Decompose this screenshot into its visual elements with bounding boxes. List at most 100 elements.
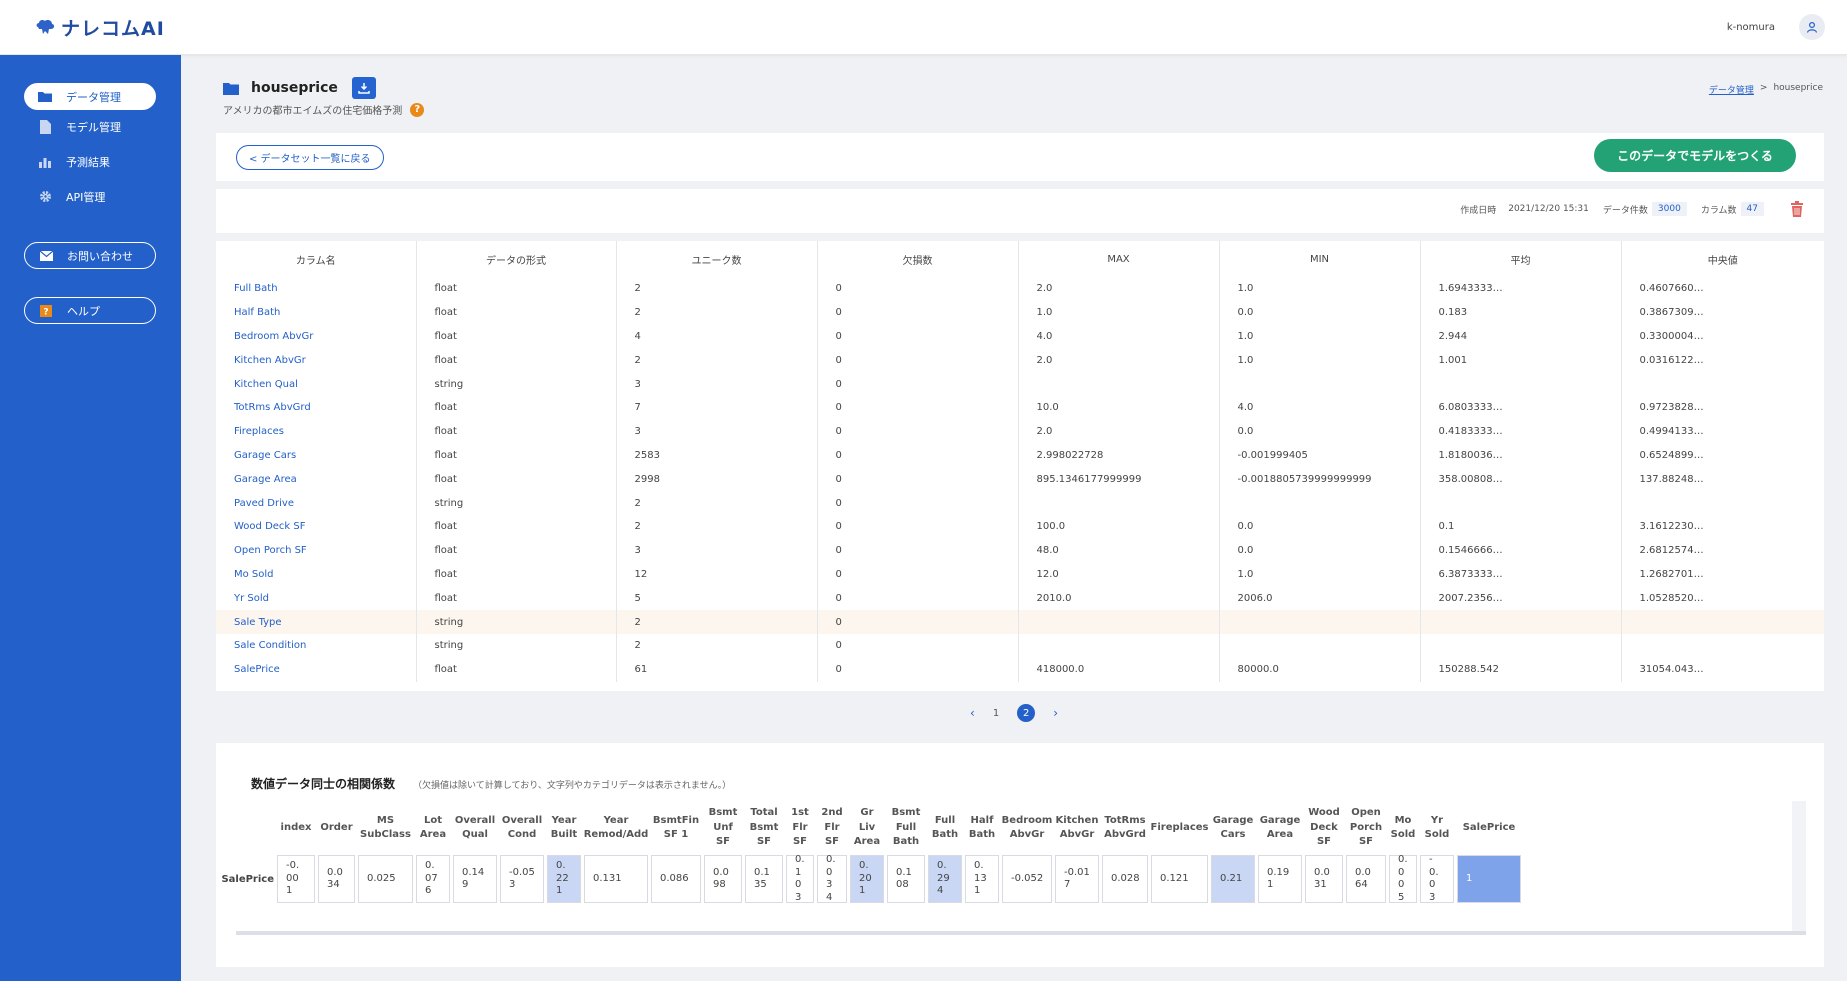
table-cell xyxy=(1621,491,1824,515)
horizontal-scrollbar[interactable] xyxy=(236,931,1806,935)
help-button[interactable]: ? ヘルプ xyxy=(24,297,156,324)
correlation-cell: 0.131 xyxy=(584,855,648,903)
sidebar-item-data[interactable]: データ管理 xyxy=(24,83,156,110)
avatar[interactable] xyxy=(1799,14,1825,40)
table-cell xyxy=(1420,610,1622,634)
correlation-cell: -0.01 7 xyxy=(1055,855,1099,903)
sidebar-item-models[interactable]: モデル管理 xyxy=(24,113,156,140)
table-cell xyxy=(1018,633,1220,658)
table-cell: 0 xyxy=(817,633,1019,658)
correlation-cell: - 0. 0 3 xyxy=(1420,854,1454,903)
table-cell: 1.001 xyxy=(1420,348,1622,373)
page-button-2[interactable]: 2 xyxy=(1017,704,1036,722)
column-name-link[interactable]: Mo Sold xyxy=(216,562,417,587)
correlation-column-header: Half Bath xyxy=(968,814,996,841)
correlation-column-header: Yr Sold xyxy=(1424,814,1450,841)
table-cell: 3 xyxy=(616,372,818,396)
correlation-cell: 0.1 35 xyxy=(745,855,783,903)
column-stats-card: カラム名 データの形式 ユニーク数 欠損数 MAX MIN 平均 中央値 Full Bath f… xyxy=(216,241,1824,691)
sidebar-item-api[interactable]: API管理 xyxy=(24,183,156,210)
correlation-column-header: Bsmt Unf SF xyxy=(708,807,738,848)
next-page-button[interactable]: › xyxy=(1053,706,1058,720)
table-cell xyxy=(1219,372,1421,396)
main-content: houseprice アメリカの都市エイムズの住宅価格予測 ? データ管理 > … xyxy=(181,55,1847,981)
vertical-scrollbar[interactable] xyxy=(1792,801,1806,931)
back-to-datasets-button[interactable]: < データセット一覧に戻る xyxy=(236,145,384,170)
column-name-link[interactable]: Kitchen Qual xyxy=(216,372,417,396)
column-header: 中央値 xyxy=(1707,255,1738,267)
column-name-link[interactable]: Fireplaces xyxy=(216,419,417,444)
table-cell: float xyxy=(416,467,617,492)
table-cell: 0 xyxy=(817,491,1019,515)
table-cell: 2.0 xyxy=(1018,419,1220,444)
table-cell: 1.0 xyxy=(1219,562,1421,587)
column-name-link[interactable]: TotRms AbvGrd xyxy=(216,395,417,420)
table-cell: 0 xyxy=(817,443,1019,468)
correlation-column-header: Year Built xyxy=(550,814,578,841)
table-cell: 2998 xyxy=(616,467,818,492)
column-name-link[interactable]: Paved Drive xyxy=(216,491,417,515)
trash-icon[interactable] xyxy=(1790,201,1804,217)
user-icon xyxy=(1806,21,1818,33)
column-name-link[interactable]: Garage Area xyxy=(216,467,417,492)
sidebar-item-predictions[interactable]: 予測結果 xyxy=(24,148,156,175)
correlation-cell: 0. 20 1 xyxy=(850,855,884,903)
table-cell: 1.8180036… xyxy=(1420,443,1622,468)
breadcrumb-separator: > xyxy=(1759,83,1768,93)
table-cell: string xyxy=(416,610,617,634)
column-name-link[interactable]: Sale Condition xyxy=(216,633,417,658)
table-cell: 2010.0 xyxy=(1018,586,1220,611)
correlation-column-header: Overall Cond xyxy=(501,814,543,841)
download-icon xyxy=(358,83,370,94)
table-cell: 0.0 xyxy=(1219,300,1421,325)
column-name-link[interactable]: Sale Type xyxy=(216,610,417,634)
table-row: Wood Deck SF float 2 0 100.0 0.0 0.1 3.1612230… xyxy=(216,514,1824,539)
correlation-cell: 0. 0 3 4 xyxy=(817,854,847,903)
column-name-link[interactable]: Garage Cars xyxy=(216,443,417,468)
correlation-cell: 0. 0 0 5 xyxy=(1389,854,1417,903)
table-cell: 0.183 xyxy=(1420,300,1622,325)
column-name-link[interactable]: SalePrice xyxy=(216,657,417,682)
correlation-cell: -0. 00 1 xyxy=(277,855,315,903)
table-cell: 61 xyxy=(616,657,818,682)
contact-button[interactable]: お問い合わせ xyxy=(24,242,156,269)
table-cell xyxy=(1219,633,1421,658)
breadcrumb-current: houseprice xyxy=(1773,83,1823,93)
table-row: SalePrice float 61 0 418000.0 80000.0 150288.5… xyxy=(216,657,1824,682)
table-cell: float xyxy=(416,538,617,563)
table-cell: 6.0803333… xyxy=(1420,395,1622,420)
table-cell xyxy=(1621,634,1824,658)
page-button-1[interactable]: 1 xyxy=(992,707,1000,719)
column-name-link[interactable]: Wood Deck SF xyxy=(216,514,417,539)
column-name-link[interactable]: Kitchen AbvGr xyxy=(216,348,417,373)
correlation-column-header: MS SubClass xyxy=(360,814,411,841)
folder-icon xyxy=(223,82,239,95)
column-name-link[interactable]: Bedroom AbvGr xyxy=(216,324,417,349)
table-cell: 4.0 xyxy=(1018,324,1220,349)
table-cell: 2.998022728 xyxy=(1018,443,1220,468)
correlation-title: 数値データ同士の相関係数 xyxy=(251,777,396,791)
column-name-link[interactable]: Open Porch SF xyxy=(216,538,417,563)
table-cell: 3 xyxy=(616,419,818,444)
column-name-link[interactable]: Yr Sold xyxy=(216,586,417,611)
breadcrumb-parent-link[interactable]: データ管理 xyxy=(1708,86,1754,96)
app-logo[interactable]: ナレコムAI xyxy=(35,14,165,41)
prev-page-button[interactable]: ‹ xyxy=(970,706,975,720)
table-cell: 1.0 xyxy=(1219,348,1421,373)
user-menu[interactable]: k-nomura xyxy=(1727,14,1825,40)
table-cell: 10.0 xyxy=(1018,395,1220,420)
sidebar-item-label: API管理 xyxy=(66,190,106,204)
correlation-column-header: Bsmt Full Bath xyxy=(891,807,921,848)
correlation-column-header: Bedroom AbvGr xyxy=(1001,814,1053,841)
help-badge-icon[interactable]: ? xyxy=(410,102,425,117)
table-row: Full Bath float 2 0 2.0 1.0 1.6943333… 0.460766… xyxy=(216,277,1824,301)
column-name-link[interactable]: Full Bath xyxy=(216,277,417,301)
table-cell: 2583 xyxy=(616,443,818,468)
page-subtitle: アメリカの都市エイムズの住宅価格予測 xyxy=(223,106,403,117)
column-name-link[interactable]: Half Bath xyxy=(216,300,417,325)
correlation-scroll-area[interactable]: index Order MS SubClass Lot Area Overall Qua… xyxy=(221,801,1806,936)
table-cell: 0.4607660… xyxy=(1639,283,1704,295)
create-model-button[interactable]: このデータでモデルをつくる xyxy=(1594,139,1796,172)
download-button[interactable] xyxy=(351,77,376,99)
correlation-cell: 1 xyxy=(1457,855,1521,903)
